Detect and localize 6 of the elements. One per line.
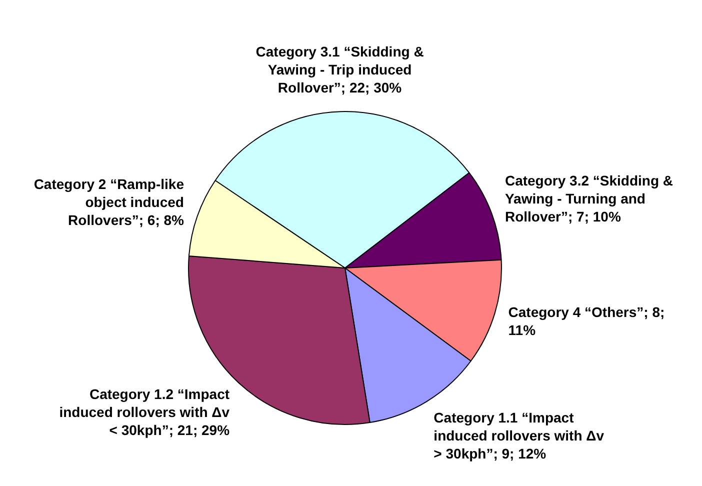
slice-label: Category 3.2 “Skidding & Yawing - Turning and Rollover”; 7; 10%	[504, 172, 674, 225]
slice-label: Category 1.1 “Impact induced rollovers with Δv > 30kph”; 9; 12%	[434, 410, 604, 462]
slice-label: Category 1.2 “Impact induced rollovers with Δv < 30kph”; 21; 29%	[59, 386, 230, 438]
slice-label: Category 3.1 “Skidding & Yawing - Trip induced Rollover”; 22; 30%	[256, 43, 424, 96]
slice-label: Category 2 “Ramp-like object induced Rollovers”; 6; 8%	[34, 176, 185, 228]
slice-label: Category 4 “Others”; 8; 11%	[508, 304, 665, 338]
